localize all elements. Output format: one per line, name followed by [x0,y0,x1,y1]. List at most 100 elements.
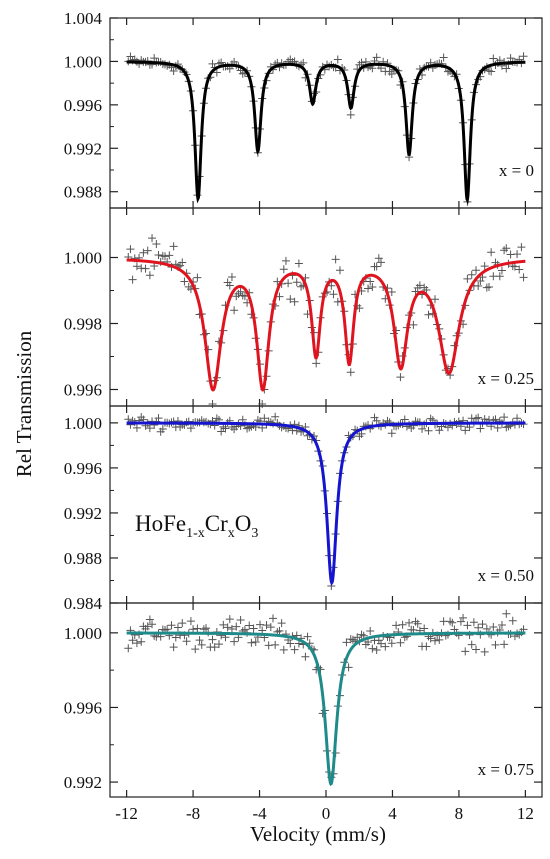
data-point [456,617,465,626]
panel-label: x = 0.50 [478,566,534,585]
data-point [214,640,223,649]
x-tick-label: -8 [186,804,200,823]
data-point [484,66,493,75]
y-tick-label: 0.992 [64,773,102,792]
data-point [461,426,470,435]
y-tick-label: 0.992 [64,504,102,523]
data-point [292,278,301,287]
data-point [132,639,141,648]
y-tick-label: 0.998 [64,315,102,334]
data-point [372,645,381,654]
data-point [268,614,277,623]
data-point [387,287,396,296]
data-point [355,60,364,69]
data-point [398,620,407,629]
data-point [376,258,385,267]
data-point [227,272,236,281]
data-point [182,637,191,646]
x-tick-label: -4 [252,804,267,823]
data-point [400,415,409,424]
data-point [415,281,424,290]
data-point [461,647,470,656]
data-point [366,277,375,286]
data-point [180,277,189,286]
data-point [348,635,357,644]
data-point [500,640,509,649]
data-point [290,297,299,306]
data-point [154,250,163,259]
data-point [387,429,396,438]
data-point [357,630,366,639]
data-point [413,619,422,628]
data-point [469,618,478,627]
data-point [245,621,254,630]
y-axis-title: Rel Transmission [12,330,36,477]
data-point [489,54,498,63]
data-point [225,281,234,290]
data-point [266,623,275,632]
fit-curve [126,60,526,205]
data-point [357,58,366,67]
data-point [472,414,481,423]
data-point [230,306,239,315]
data-point [333,55,342,64]
data-point [148,234,157,243]
data-point [502,64,511,73]
data-point [346,110,355,119]
data-point [344,663,353,672]
data-point [227,624,236,633]
y-tick-label: 0.988 [64,549,102,568]
data-point [256,620,265,629]
data-point [346,635,355,644]
data-point [335,266,344,275]
y-tick-label: 1.000 [64,624,102,643]
y-tick-label: 0.996 [64,459,102,478]
data-point [368,644,377,653]
x-tick-label: 8 [455,804,464,823]
data-point [502,244,511,253]
data-point [374,254,383,263]
data-point [459,613,468,622]
data-point [281,256,290,265]
fit-curve [126,258,526,392]
data-point [463,621,472,630]
data-point [446,617,455,626]
data-point [381,642,390,651]
data-point [374,636,383,645]
data-point [515,265,524,274]
data-point [258,400,267,408]
data-point [372,416,381,425]
data-point [513,414,522,423]
data-point [126,52,135,61]
data-point [212,414,221,423]
data-point [169,67,178,76]
data-point [169,242,178,251]
data-point [167,621,176,630]
data-point [329,290,338,299]
panel-label: x = 0.75 [478,760,534,779]
data-point [491,640,500,649]
y-tick-label: 0.992 [64,139,102,158]
data-point [482,283,491,292]
x-axis-title: Velocity (mm/s) [250,822,386,846]
data-point [387,639,396,648]
data-point [364,284,373,293]
data-point [143,246,152,255]
data-point [247,638,256,647]
y-tick-label: 0.996 [64,96,102,115]
data-point [277,619,286,628]
data-point [160,252,169,261]
data-point [279,645,288,654]
data-point [186,424,195,433]
data-point [230,637,239,646]
data-point [472,266,481,275]
data-point [178,258,187,267]
data-point [513,250,522,259]
data-point [484,283,493,292]
data-point [132,262,141,271]
data-point [497,621,506,630]
data-point [249,624,258,633]
data-point [195,636,204,645]
data-point [128,275,137,284]
data-point [426,414,435,423]
